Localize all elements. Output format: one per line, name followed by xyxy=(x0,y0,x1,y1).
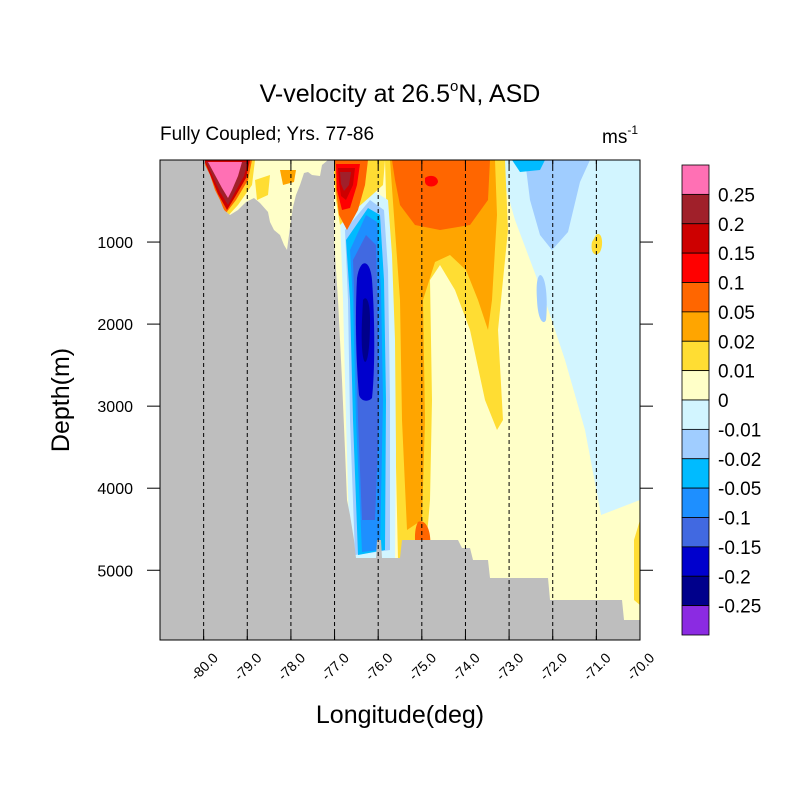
colorbar-label: 0 xyxy=(718,391,729,412)
x-axis-label: Longitude(deg) xyxy=(316,701,484,729)
contour-eastern-negative xyxy=(500,160,640,560)
colorbar: 0.25 0.2 0.15 0.1 0.05 0.02 0.01 0 -0.01 -0.02 -0.… xyxy=(681,164,761,636)
colorbar-label: 0.1 xyxy=(718,274,744,295)
y-tick-label: 5000 xyxy=(97,563,133,580)
grid-lines xyxy=(203,160,641,640)
bathymetry-land xyxy=(160,160,640,640)
colorbar-label: -0.02 xyxy=(718,450,761,471)
contour-east-negative-core xyxy=(525,160,590,250)
colorbar-label: -0.25 xyxy=(718,597,761,618)
y-axis: 1000 2000 3000 4000 5000 xyxy=(97,235,653,580)
colorbar-swatch xyxy=(681,487,710,518)
units-label: ms-1 xyxy=(602,123,638,148)
y-tick-label: 1000 xyxy=(97,235,133,252)
contour-positive-core-0.1 xyxy=(425,175,438,187)
x-tick-label: -78.0 xyxy=(274,649,308,683)
x-tick-label: -71.0 xyxy=(580,649,614,683)
x-tick-label: -74.0 xyxy=(449,649,483,683)
y-axis-label: Depth(m) xyxy=(47,348,75,452)
colorbar-swatch xyxy=(681,517,710,548)
x-tick-label: -79.0 xyxy=(231,649,265,683)
colorbar-label: 0.05 xyxy=(718,303,755,324)
colorbar-label: 0.01 xyxy=(718,362,755,383)
y-tick-label: 3000 xyxy=(97,399,133,416)
colorbar-label: 0.15 xyxy=(718,244,755,265)
x-tick-label: -72.0 xyxy=(536,649,570,683)
velocity-field xyxy=(160,160,640,640)
x-tick-label: -76.0 xyxy=(362,649,396,683)
colorbar-swatch xyxy=(681,164,710,195)
colorbar-label: -0.2 xyxy=(718,567,751,588)
colorbar-label: -0.1 xyxy=(718,509,751,530)
y-tick-label: 4000 xyxy=(97,481,133,498)
chart-title: V-velocity at 26.5oN, ASD xyxy=(260,78,541,108)
colorbar-swatch xyxy=(681,605,710,636)
contour-positive-band-0.02 xyxy=(390,160,497,530)
colorbar-swatch xyxy=(681,428,710,460)
contour-mid-negative-patch xyxy=(536,275,547,323)
colorbar-swatch xyxy=(681,575,710,607)
contour-shelf-strip-left xyxy=(255,175,270,200)
chart-subtitle: Fully Coupled; Yrs. 77-86 xyxy=(160,124,374,145)
colorbar-swatch xyxy=(681,223,710,254)
colorbar-label: 0.2 xyxy=(718,215,744,236)
colorbar-swatch xyxy=(681,340,710,372)
colorbar-swatch xyxy=(681,458,710,489)
colorbar-label: 0.02 xyxy=(718,332,755,353)
contour-lower-eastern-patch xyxy=(588,500,640,600)
contour-shelf-strip-right xyxy=(280,170,296,185)
colorbar-swatch xyxy=(681,282,710,313)
contour-coastal-0.2 xyxy=(340,172,351,191)
colorbar-label: 0.25 xyxy=(718,185,755,206)
contour-wbc-0.2 xyxy=(361,298,370,362)
colorbar-label: -0.05 xyxy=(718,479,761,500)
colorbar-swatch xyxy=(681,193,710,225)
contour-surface-jet-core xyxy=(512,160,545,172)
plot-frame xyxy=(159,159,641,641)
x-tick-label: -75.0 xyxy=(405,649,439,683)
x-tick-label: -70.0 xyxy=(624,649,658,683)
colorbar-swatch xyxy=(681,370,710,401)
x-tick-label: -73.0 xyxy=(493,649,527,683)
colorbar-swatch xyxy=(681,311,710,342)
colorbar-label: -0.15 xyxy=(718,538,761,559)
colorbar-swatch xyxy=(681,546,710,577)
colorbar-swatch xyxy=(681,399,710,430)
y-tick-label: 2000 xyxy=(97,317,133,334)
x-tick-label: -77.0 xyxy=(318,649,352,683)
x-tick-label: -80.0 xyxy=(187,649,221,683)
colorbar-label: -0.01 xyxy=(718,420,761,441)
contour-shelf-0.25 xyxy=(208,162,242,198)
contour-east-edge-positive xyxy=(634,520,640,605)
colorbar-swatch xyxy=(681,252,710,283)
